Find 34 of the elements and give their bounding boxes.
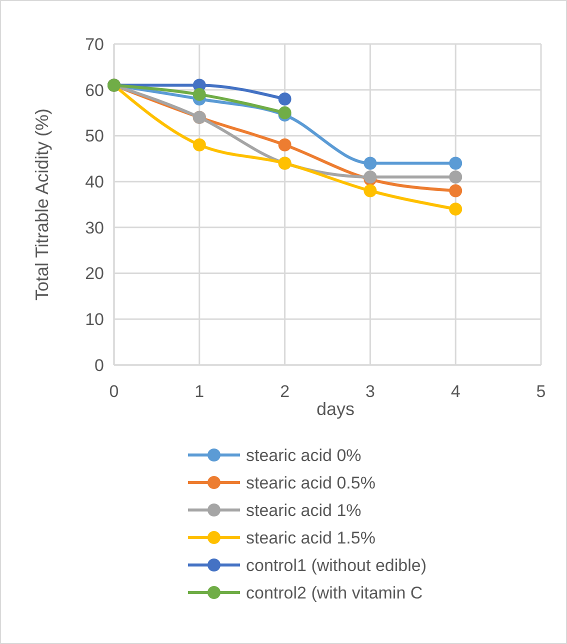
- y-tick-label: 70: [85, 34, 104, 54]
- point: [278, 138, 292, 152]
- point: [192, 88, 206, 101]
- x-tick-label: 5: [536, 382, 546, 401]
- y-tick-label: 0: [94, 356, 104, 375]
- point: [278, 106, 292, 120]
- x-tick-label: 3: [365, 382, 375, 401]
- point: [449, 184, 462, 198]
- point: [364, 184, 377, 198]
- point: [449, 202, 462, 216]
- legend-label: control1 (without edible): [246, 556, 426, 575]
- point: [278, 92, 292, 106]
- point: [192, 138, 206, 152]
- legend-label: stearic acid 0.5%: [246, 473, 376, 492]
- point: [364, 156, 377, 170]
- legend-label: stearic acid 1.5%: [246, 528, 376, 548]
- x-tick-label: 2: [280, 382, 290, 401]
- y-tick-label: 60: [85, 80, 104, 100]
- point: [449, 170, 462, 184]
- point: [364, 170, 377, 184]
- x-tick-label: 0: [109, 382, 119, 401]
- y-tick-label: 40: [85, 172, 104, 192]
- y-tick-label: 10: [85, 310, 104, 330]
- legend-label: stearic acid 0%: [246, 446, 362, 465]
- x-tick-label: 4: [450, 382, 460, 401]
- y-tick-label: 50: [85, 126, 104, 146]
- legend-label: control2 (with vitamin C: [246, 583, 423, 602]
- x-tick-label: 1: [194, 382, 204, 401]
- legend-label: stearic acid 1%: [246, 500, 362, 520]
- point: [449, 156, 462, 170]
- x-axis-title: days: [316, 399, 355, 419]
- y-tick-label: 30: [85, 218, 104, 238]
- y-axis-title: Total Titrable Acidity (%): [32, 108, 52, 301]
- y-tick-label: 20: [85, 264, 104, 284]
